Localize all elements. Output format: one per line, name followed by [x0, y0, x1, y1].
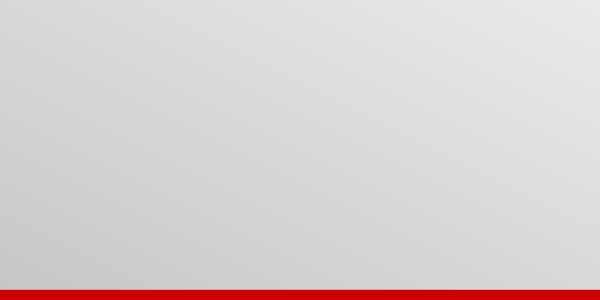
Bar	[256, 204, 280, 254]
Bar	[95, 239, 121, 254]
Bar	[455, 131, 480, 254]
Bar	[295, 195, 320, 254]
Bar	[375, 171, 400, 254]
Text: 4.47: 4.47	[177, 206, 199, 215]
Bar	[335, 184, 360, 254]
Bar	[56, 242, 80, 254]
Text: 5.4: 5.4	[220, 198, 236, 208]
Title: Automotive Smart Cockpit Domain Controller Market: Automotive Smart Cockpit Domain Controll…	[89, 15, 527, 33]
Y-axis label: Market Value in USD Billion: Market Value in USD Billion	[15, 71, 25, 223]
Bar	[176, 219, 200, 254]
Bar	[215, 211, 240, 254]
Bar	[136, 229, 160, 254]
Bar	[535, 60, 560, 254]
Bar	[495, 103, 520, 254]
Bar	[415, 153, 440, 254]
Text: 24.5: 24.5	[536, 47, 558, 57]
